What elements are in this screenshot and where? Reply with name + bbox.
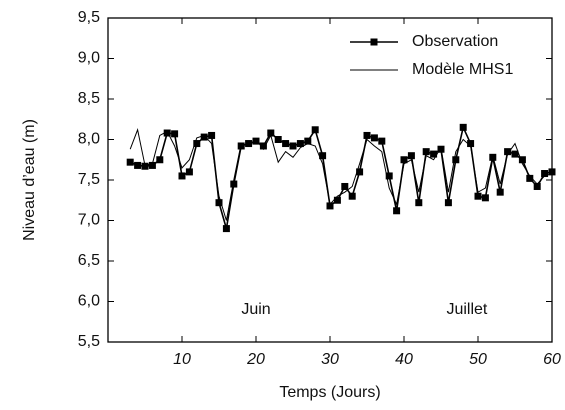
data-point: [496, 188, 504, 196]
data-point: [504, 148, 512, 156]
legend-label: Observation: [412, 33, 498, 50]
data-point: [548, 168, 556, 176]
data-point: [430, 150, 438, 158]
series-line: [129, 124, 553, 229]
data-point: [400, 156, 408, 164]
series-line: [129, 128, 553, 221]
data-point: [156, 156, 164, 164]
data-point: [215, 199, 223, 207]
data-point: [333, 196, 341, 204]
data-point: [422, 148, 430, 156]
data-point: [518, 156, 526, 164]
x-tick-label: 60: [543, 351, 561, 368]
y-tick-label: 6,0: [78, 293, 100, 310]
data-point: [348, 192, 356, 200]
data-point: [282, 140, 290, 148]
legend-marker: [370, 38, 378, 46]
data-point: [415, 199, 423, 207]
annotation: Juillet: [446, 301, 487, 318]
data-point: [134, 161, 142, 169]
data-point: [296, 140, 304, 148]
x-tick-label: 20: [246, 351, 265, 368]
data-point: [289, 142, 297, 150]
data-point: [370, 134, 378, 142]
data-point: [474, 192, 482, 200]
data-point: [407, 152, 415, 160]
x-tick-label: 30: [321, 351, 339, 368]
y-axis-label: Niveau d’eau (m): [21, 119, 38, 241]
data-point: [148, 161, 156, 169]
data-point: [304, 137, 312, 145]
x-tick-label: 50: [469, 351, 487, 368]
y-tick-label: 6,5: [78, 252, 100, 269]
data-point: [341, 182, 349, 190]
data-point: [378, 137, 386, 145]
y-tick-label: 7,0: [78, 212, 100, 229]
data-point: [452, 156, 460, 164]
y-tick-label: 9,0: [78, 50, 100, 67]
data-point: [222, 225, 230, 233]
y-tick-label: 8,5: [78, 90, 100, 107]
data-point: [459, 123, 467, 131]
data-point: [193, 140, 201, 148]
data-point: [200, 133, 208, 141]
data-point: [319, 152, 327, 160]
annotation: Juin: [241, 301, 270, 318]
data-point: [126, 158, 134, 166]
data-point: [393, 207, 401, 215]
data-point: [259, 142, 267, 150]
data-point: [163, 129, 171, 137]
data-point: [511, 150, 519, 158]
data-point: [481, 194, 489, 202]
y-tick-label: 8,0: [78, 131, 100, 148]
data-point: [274, 136, 282, 143]
data-point: [385, 172, 393, 180]
data-point: [526, 174, 534, 182]
data-point: [171, 130, 179, 138]
data-point: [267, 129, 275, 137]
data-point: [444, 199, 452, 207]
data-point: [252, 137, 260, 145]
y-tick-label: 7,5: [78, 171, 100, 188]
data-point: [326, 202, 334, 210]
data-point: [178, 172, 186, 180]
x-tick-label: 10: [173, 351, 191, 368]
y-tick-label: 9,5: [78, 9, 100, 26]
y-tick-label: 5,5: [78, 333, 100, 350]
data-point: [533, 182, 541, 190]
x-axis-label: Temps (Jours): [279, 384, 380, 401]
data-point: [230, 180, 238, 188]
data-point: [541, 170, 549, 178]
data-point: [208, 131, 216, 139]
data-point: [467, 140, 475, 148]
data-point: [363, 131, 371, 139]
x-tick-label: 40: [395, 351, 413, 368]
data-point: [185, 168, 193, 176]
data-point: [245, 140, 253, 148]
data-point: [311, 126, 319, 134]
data-point: [141, 162, 149, 170]
data-point: [356, 168, 364, 176]
legend-label: Modèle MHS1: [412, 61, 513, 78]
